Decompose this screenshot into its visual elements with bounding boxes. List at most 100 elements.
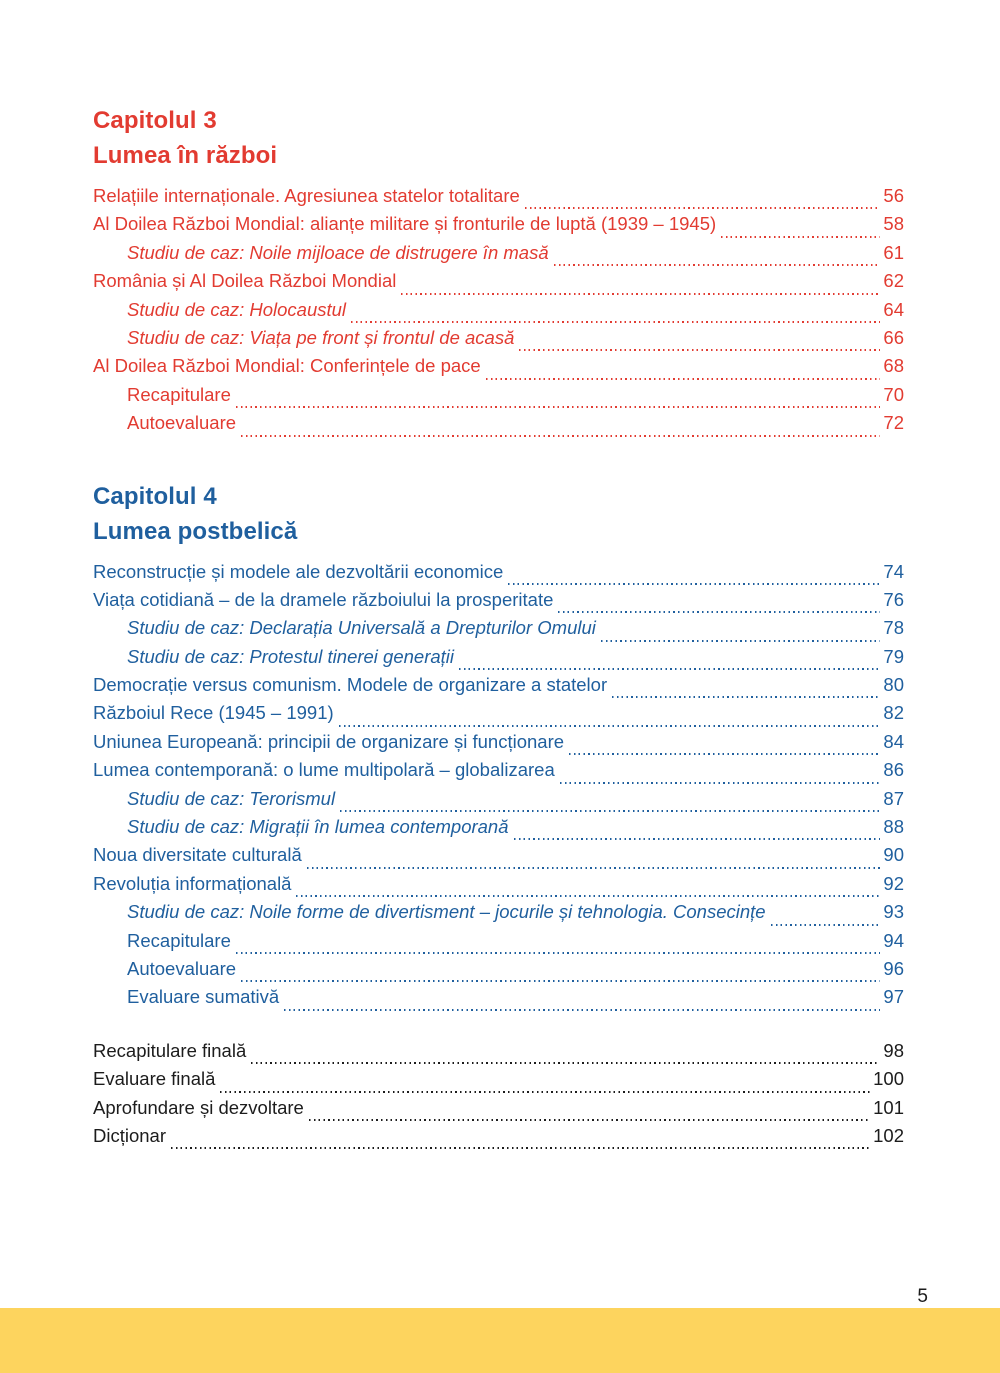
toc-entry-label: Al Doilea Război Mondial: Conferințele d… xyxy=(93,355,481,377)
toc-entry: Viața cotidiană – de la dramele războiul… xyxy=(93,589,904,617)
toc-entry: Dicționar 102 xyxy=(93,1125,904,1153)
toc-entry-label: Recapitulare xyxy=(127,383,231,405)
toc-entry-page: 80 xyxy=(883,674,904,696)
toc-entry-page: 62 xyxy=(883,270,904,292)
toc-entry-page: 88 xyxy=(883,816,904,838)
chapter-3-section: Capitolul 3 Lumea în război Relațiile in… xyxy=(93,103,904,441)
toc-entry-label: Al Doilea Război Mondial: alianțe milita… xyxy=(93,213,717,235)
toc-entry-page: 66 xyxy=(883,326,904,348)
toc-entry-page: 79 xyxy=(883,645,904,667)
toc-content: Capitolul 3 Lumea în război Relațiile in… xyxy=(93,103,904,1153)
toc-entry: Studiu de caz: Protestul tinerei generaț… xyxy=(93,646,904,674)
chapter-4-section: Capitolul 4 Lumea postbelică Reconstrucț… xyxy=(93,479,904,1015)
toc-entry: Revoluția informațională 92 xyxy=(93,873,904,901)
toc-entry-label: Recapitulare finală xyxy=(93,1039,247,1061)
toc-entry-label: Studiu de caz: Declarația Universală a D… xyxy=(127,617,596,639)
toc-entry-label: Relațiile internaționale. Agresiunea sta… xyxy=(93,185,520,206)
toc-entry-page: 98 xyxy=(883,1039,904,1061)
toc-entry-page: 93 xyxy=(883,901,904,923)
toc-entry: Lumea contemporană: o lume multipolară –… xyxy=(93,759,904,787)
toc-entry-label: Reconstrucție și modele ale dezvoltării … xyxy=(93,560,504,582)
toc-entry-label: Dicționar xyxy=(93,1124,166,1146)
toc-entry: Recapitulare 94 xyxy=(93,930,904,958)
dotted-leader xyxy=(235,406,881,409)
toc-entry-label: Studiu de caz: Viața pe front și frontul… xyxy=(127,326,515,348)
chapter-3-number: Capitolul 3 xyxy=(93,107,217,134)
dotted-leader xyxy=(241,980,881,983)
toc-entry: Aprofundare și dezvoltare 101 xyxy=(93,1097,904,1125)
toc-entry-label: Noua diversitate culturală xyxy=(93,844,302,866)
toc-entry-page: 97 xyxy=(883,986,904,1008)
toc-entry-page: 72 xyxy=(883,412,904,434)
toc-entry-label: Studiu de caz: Holocaustul xyxy=(127,298,347,320)
dotted-leader xyxy=(284,1008,881,1011)
toc-entry: Autoevaluare 72 xyxy=(93,412,904,440)
toc-entry: Uniunea Europeană: principii de organiza… xyxy=(93,731,904,759)
toc-entry-label: Viața cotidiană – de la dramele războiul… xyxy=(93,588,554,610)
toc-entry: Democrație versus comunism. Modele de or… xyxy=(93,674,904,702)
toc-entry: Recapitulare 70 xyxy=(93,384,904,412)
toc-entry: Evaluare sumativă 97 xyxy=(93,986,904,1014)
toc-entry-label: Recapitulare xyxy=(127,929,231,951)
dotted-leader xyxy=(401,292,881,295)
dotted-leader xyxy=(296,895,881,898)
chapter-4-heading: Capitolul 4 Lumea postbelică xyxy=(93,479,904,549)
toc-entry-page: 78 xyxy=(883,617,904,639)
dotted-leader xyxy=(508,582,881,585)
dotted-leader xyxy=(770,923,881,926)
toc-entry-label: Lumea contemporană: o lume multipolară –… xyxy=(93,759,555,781)
toc-entry: Al Doilea Război Mondial: alianțe milita… xyxy=(93,213,904,241)
dotted-leader xyxy=(340,810,881,813)
toc-entry-page: 102 xyxy=(873,1124,904,1146)
dotted-leader xyxy=(171,1147,871,1150)
back-matter-section: Recapitulare finală 98 Evaluare finală 100 A… xyxy=(93,1040,904,1154)
dotted-leader xyxy=(459,668,881,671)
toc-entry-page: 96 xyxy=(883,957,904,979)
dotted-leader xyxy=(612,696,881,699)
toc-entry: Al Doilea Război Mondial: Conferințele d… xyxy=(93,355,904,383)
toc-entry: Studiu de caz: Noile forme de divertisme… xyxy=(93,901,904,929)
toc-entry-page: 101 xyxy=(873,1096,904,1118)
toc-entry-page: 84 xyxy=(883,730,904,752)
toc-entry: Războiul Rece (1945 – 1991) 82 xyxy=(93,702,904,730)
toc-entry-page: 90 xyxy=(883,844,904,866)
dotted-leader xyxy=(558,611,881,614)
chapter-4-title: Lumea postbelică xyxy=(93,517,298,545)
toc-entry-label: Uniunea Europeană: principii de organiza… xyxy=(93,730,565,752)
footer-accent-bar xyxy=(0,1308,1000,1373)
toc-entry-label: Autoevaluare xyxy=(127,957,237,979)
dotted-leader xyxy=(513,838,881,841)
back-matter-toc-list: Recapitulare finală 98 Evaluare finală 100 A… xyxy=(93,1040,904,1154)
toc-entry-page: 64 xyxy=(883,298,904,320)
toc-entry: Relațiile internaționale. Agresiunea sta… xyxy=(93,185,904,213)
toc-entry-page: 56 xyxy=(883,185,904,206)
toc-entry-page: 68 xyxy=(883,355,904,377)
dotted-leader xyxy=(235,951,881,954)
dotted-leader xyxy=(351,320,881,323)
toc-entry: Reconstrucție și modele ale dezvoltării … xyxy=(93,561,904,589)
toc-entry: Studiu de caz: Migrații în lumea contemp… xyxy=(93,816,904,844)
toc-entry-page: 74 xyxy=(883,560,904,582)
toc-entry-page: 70 xyxy=(883,383,904,405)
toc-entry-label: Evaluare finală xyxy=(93,1068,216,1090)
toc-entry-label: Studiu de caz: Terorismul xyxy=(127,787,336,809)
dotted-leader xyxy=(569,753,881,756)
toc-entry-label: România și Al Doilea Război Mondial xyxy=(93,270,397,292)
toc-entry-label: Evaluare sumativă xyxy=(127,986,280,1008)
chapter-4-number: Capitolul 4 xyxy=(93,482,217,510)
toc-entry: Evaluare finală 100 xyxy=(93,1068,904,1096)
toc-entry-label: Studiu de caz: Migrații în lumea contemp… xyxy=(127,816,509,838)
toc-entry-label: Studiu de caz: Noile forme de divertisme… xyxy=(127,901,766,923)
toc-entry: Studiu de caz: Holocaustul 64 xyxy=(93,299,904,327)
toc-entry: Noua diversitate culturală 90 xyxy=(93,844,904,872)
toc-entry: Recapitulare finală 98 xyxy=(93,1040,904,1068)
dotted-leader xyxy=(519,349,881,352)
toc-entry-page: 94 xyxy=(883,929,904,951)
toc-entry-label: Aprofundare și dezvoltare xyxy=(93,1096,304,1118)
toc-entry-page: 61 xyxy=(883,241,904,263)
chapter-4-toc-list: Reconstrucție și modele ale dezvoltării … xyxy=(93,561,904,1015)
page-number: 5 xyxy=(917,1286,928,1307)
toc-entry: Studiu de caz: Noile mijloace de distrug… xyxy=(93,242,904,270)
toc-entry-label: Studiu de caz: Noile mijloace de distrug… xyxy=(127,241,549,263)
